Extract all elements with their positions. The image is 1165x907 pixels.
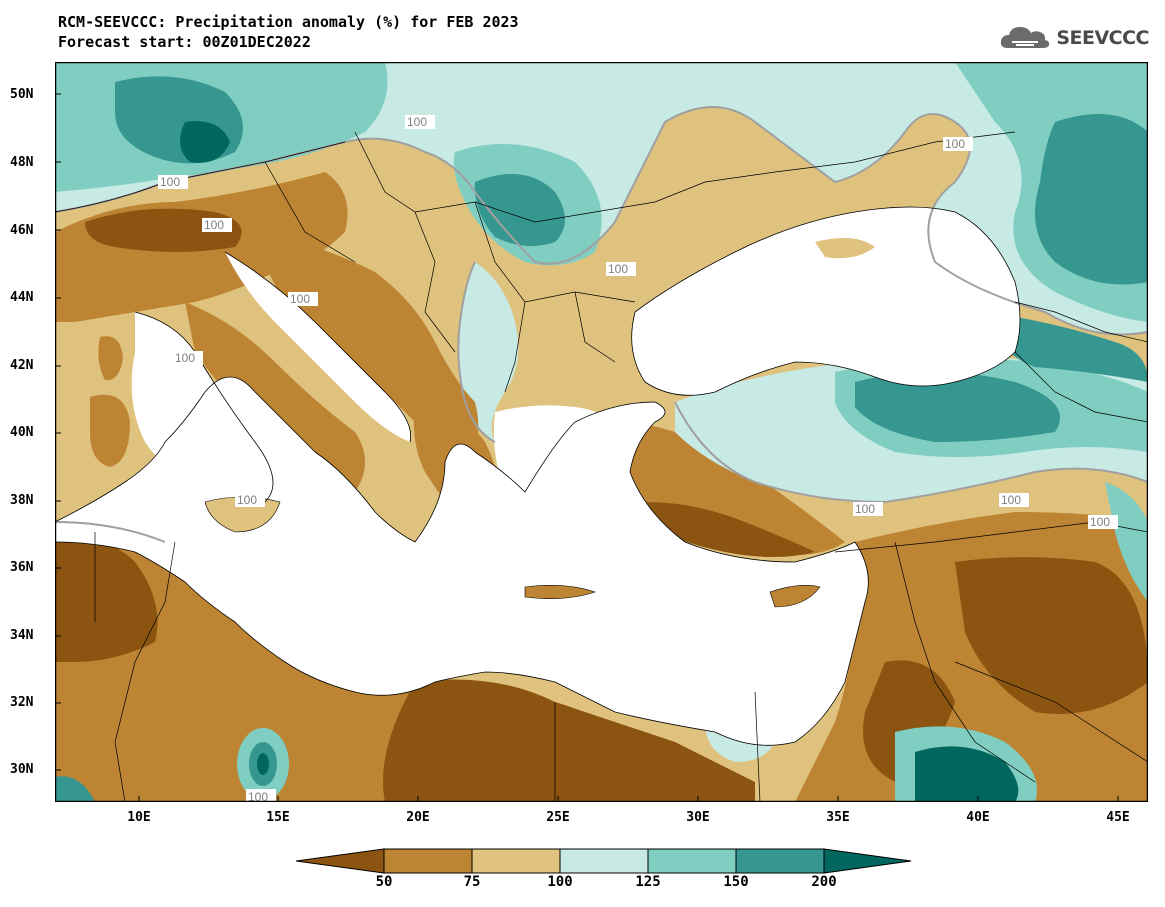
anomaly-map: 100 100 100 100 100 100 100 100 100 100 … [55, 62, 1148, 802]
contour-label: 100 [945, 137, 965, 151]
anomaly-region-balkan-light [458, 262, 519, 442]
contour-label: 100 [608, 262, 628, 276]
contour-label: 100 [407, 115, 427, 129]
crimea [815, 238, 875, 259]
lat-label-42n: 42N [10, 358, 34, 373]
contour-label: 100 [160, 175, 180, 189]
lat-label-50n: 50N [10, 87, 34, 102]
contour-label: 100 [1001, 493, 1021, 507]
aegean-sea [493, 405, 625, 552]
adriatic-sea [225, 252, 411, 442]
title-block: RCM-SEEVCCC: Precipitation anomaly (%) f… [58, 12, 519, 52]
contour-label: 100 [204, 218, 224, 232]
lon-label-35e: 35E [826, 810, 850, 825]
lon-label-30e: 30E [686, 810, 710, 825]
lat-label-34n: 34N [10, 628, 34, 643]
contour-label: 100 [237, 493, 257, 507]
contour-label: 100 [855, 502, 875, 516]
sea-of-azov [845, 208, 928, 248]
lon-label-45e: 45E [1106, 810, 1130, 825]
lon-label-20e: 20E [406, 810, 430, 825]
cloud-logo-icon [1001, 27, 1050, 48]
contour-label: 100 [175, 351, 195, 365]
colorbar-segment-50-75 [383, 848, 473, 874]
lat-label-40n: 40N [10, 425, 34, 440]
colorbar-segment-below-50 [296, 848, 385, 874]
colorbar-tick-50: 50 [375, 874, 393, 890]
anomaly-region-northeast-high [1035, 114, 1148, 285]
map-title: RCM-SEEVCCC: Precipitation anomaly (%) f… [58, 13, 519, 31]
colorbar-segment-150-200 [735, 848, 825, 874]
colorbar-segment-100-125 [559, 848, 649, 874]
lon-label-25e: 25E [546, 810, 570, 825]
anomaly-region-africa-darkbrown [55, 539, 158, 662]
anomaly-region-corsica [98, 336, 123, 381]
lat-label-44n: 44N [10, 290, 34, 305]
anomaly-region-iraq-darkbrown [863, 660, 955, 782]
colorbar [296, 848, 912, 874]
lat-label-32n: 32N [10, 695, 34, 710]
colorbar-tick-200: 200 [811, 874, 837, 890]
colorbar-tick-150: 150 [723, 874, 749, 890]
lon-label-10e: 10E [127, 810, 151, 825]
anomaly-region-se-teal [1105, 482, 1148, 602]
colorbar-tick-75: 75 [463, 874, 481, 890]
lon-label-15e: 15E [266, 810, 290, 825]
lon-label-40e: 40E [966, 810, 990, 825]
colorbar-tick-125: 125 [635, 874, 661, 890]
tyrrhenian-sea [131, 312, 273, 506]
contour-label: 100 [290, 292, 310, 306]
anomaly-region-turkey-darkbrown [645, 502, 815, 557]
forecast-start: Forecast start: 00Z01DEC2022 [58, 33, 311, 51]
anomaly-region-anatolia-high [855, 372, 1060, 442]
anomaly-region-sardinia [90, 394, 130, 467]
seevccc-logo: SEEVCCC [998, 22, 1149, 54]
lat-label-38n: 38N [10, 493, 34, 508]
anomaly-region-alps-darkest [180, 121, 230, 163]
anomaly-region-italy-brown [185, 302, 365, 500]
black-sea [631, 207, 1020, 396]
anomaly-region-levant-darkbrown [955, 557, 1148, 714]
colorbar-segment-above-200 [823, 848, 912, 874]
cyprus-island [769, 585, 821, 608]
contour-labels: 100 100 100 100 100 100 100 100 100 100 … [158, 115, 1118, 802]
colorbar-tick-100: 100 [547, 874, 573, 890]
colorbar-segment-125-150 [647, 848, 737, 874]
lat-label-46n: 46N [10, 223, 34, 238]
contour-label: 100 [1090, 515, 1110, 529]
anomaly-region-sw-corner [55, 776, 95, 802]
crete-island [524, 585, 596, 599]
logo-text: SEEVCCC [1056, 27, 1149, 49]
anomaly-region-arabia-high [915, 746, 1019, 802]
lat-label-30n: 30N [10, 762, 34, 777]
map-border [55, 62, 1148, 802]
coastlines [55, 206, 1021, 746]
colorbar-segment-75-100 [471, 848, 561, 874]
axis-ticks [55, 93, 1119, 802]
lat-label-48n: 48N [10, 155, 34, 170]
anomaly-region-libya-spot-center [257, 753, 269, 775]
anomaly-region-carpathian-high [474, 174, 565, 246]
anomaly-region-libya-darkbrown [383, 679, 755, 802]
lat-label-36n: 36N [10, 560, 34, 575]
anomaly-region-caucasus-high [985, 312, 1148, 382]
contour-label: 100 [248, 790, 268, 802]
